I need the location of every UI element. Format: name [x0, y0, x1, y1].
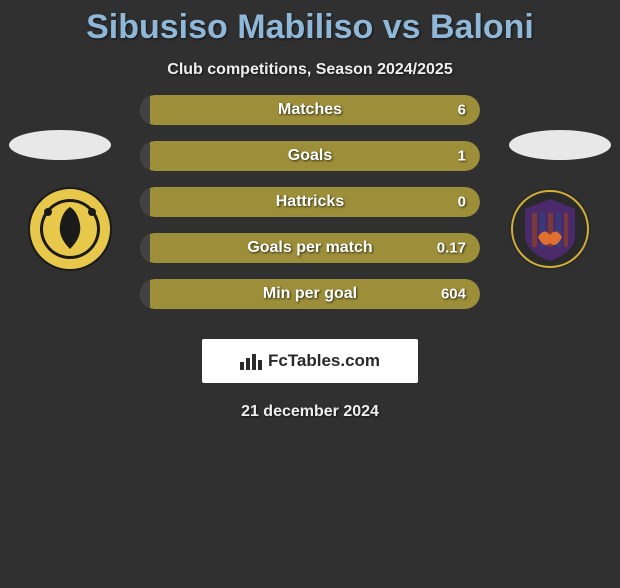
stat-row: Hattricks0	[140, 187, 480, 217]
club-badge-right	[500, 187, 600, 271]
stat-value-right: 6	[458, 102, 466, 119]
stat-value-right: 1	[458, 148, 466, 165]
stat-label: Hattricks	[140, 193, 480, 211]
club-badge-left	[20, 187, 120, 271]
stat-value-right: 0	[458, 194, 466, 211]
page-subtitle: Club competitions, Season 2024/2025	[0, 61, 620, 79]
stat-row: Goals per match0.17	[140, 233, 480, 263]
player-avatar-left	[9, 130, 111, 160]
bar-chart-icon	[240, 352, 262, 370]
stat-label: Goals	[140, 147, 480, 165]
stat-row: Goals1	[140, 141, 480, 171]
page-title: Sibusiso Mabiliso vs Baloni	[0, 8, 620, 47]
stat-value-right: 604	[441, 286, 466, 303]
stat-label: Goals per match	[140, 239, 480, 257]
stat-label: Matches	[140, 101, 480, 119]
stat-row: Min per goal604	[140, 279, 480, 309]
stat-label: Min per goal	[140, 285, 480, 303]
player-avatar-right	[509, 130, 611, 160]
branding-badge: FcTables.com	[202, 339, 418, 383]
date-label: 21 december 2024	[0, 403, 620, 421]
branding-text: FcTables.com	[268, 351, 380, 371]
stat-value-right: 0.17	[437, 240, 466, 257]
stat-row: Matches6	[140, 95, 480, 125]
